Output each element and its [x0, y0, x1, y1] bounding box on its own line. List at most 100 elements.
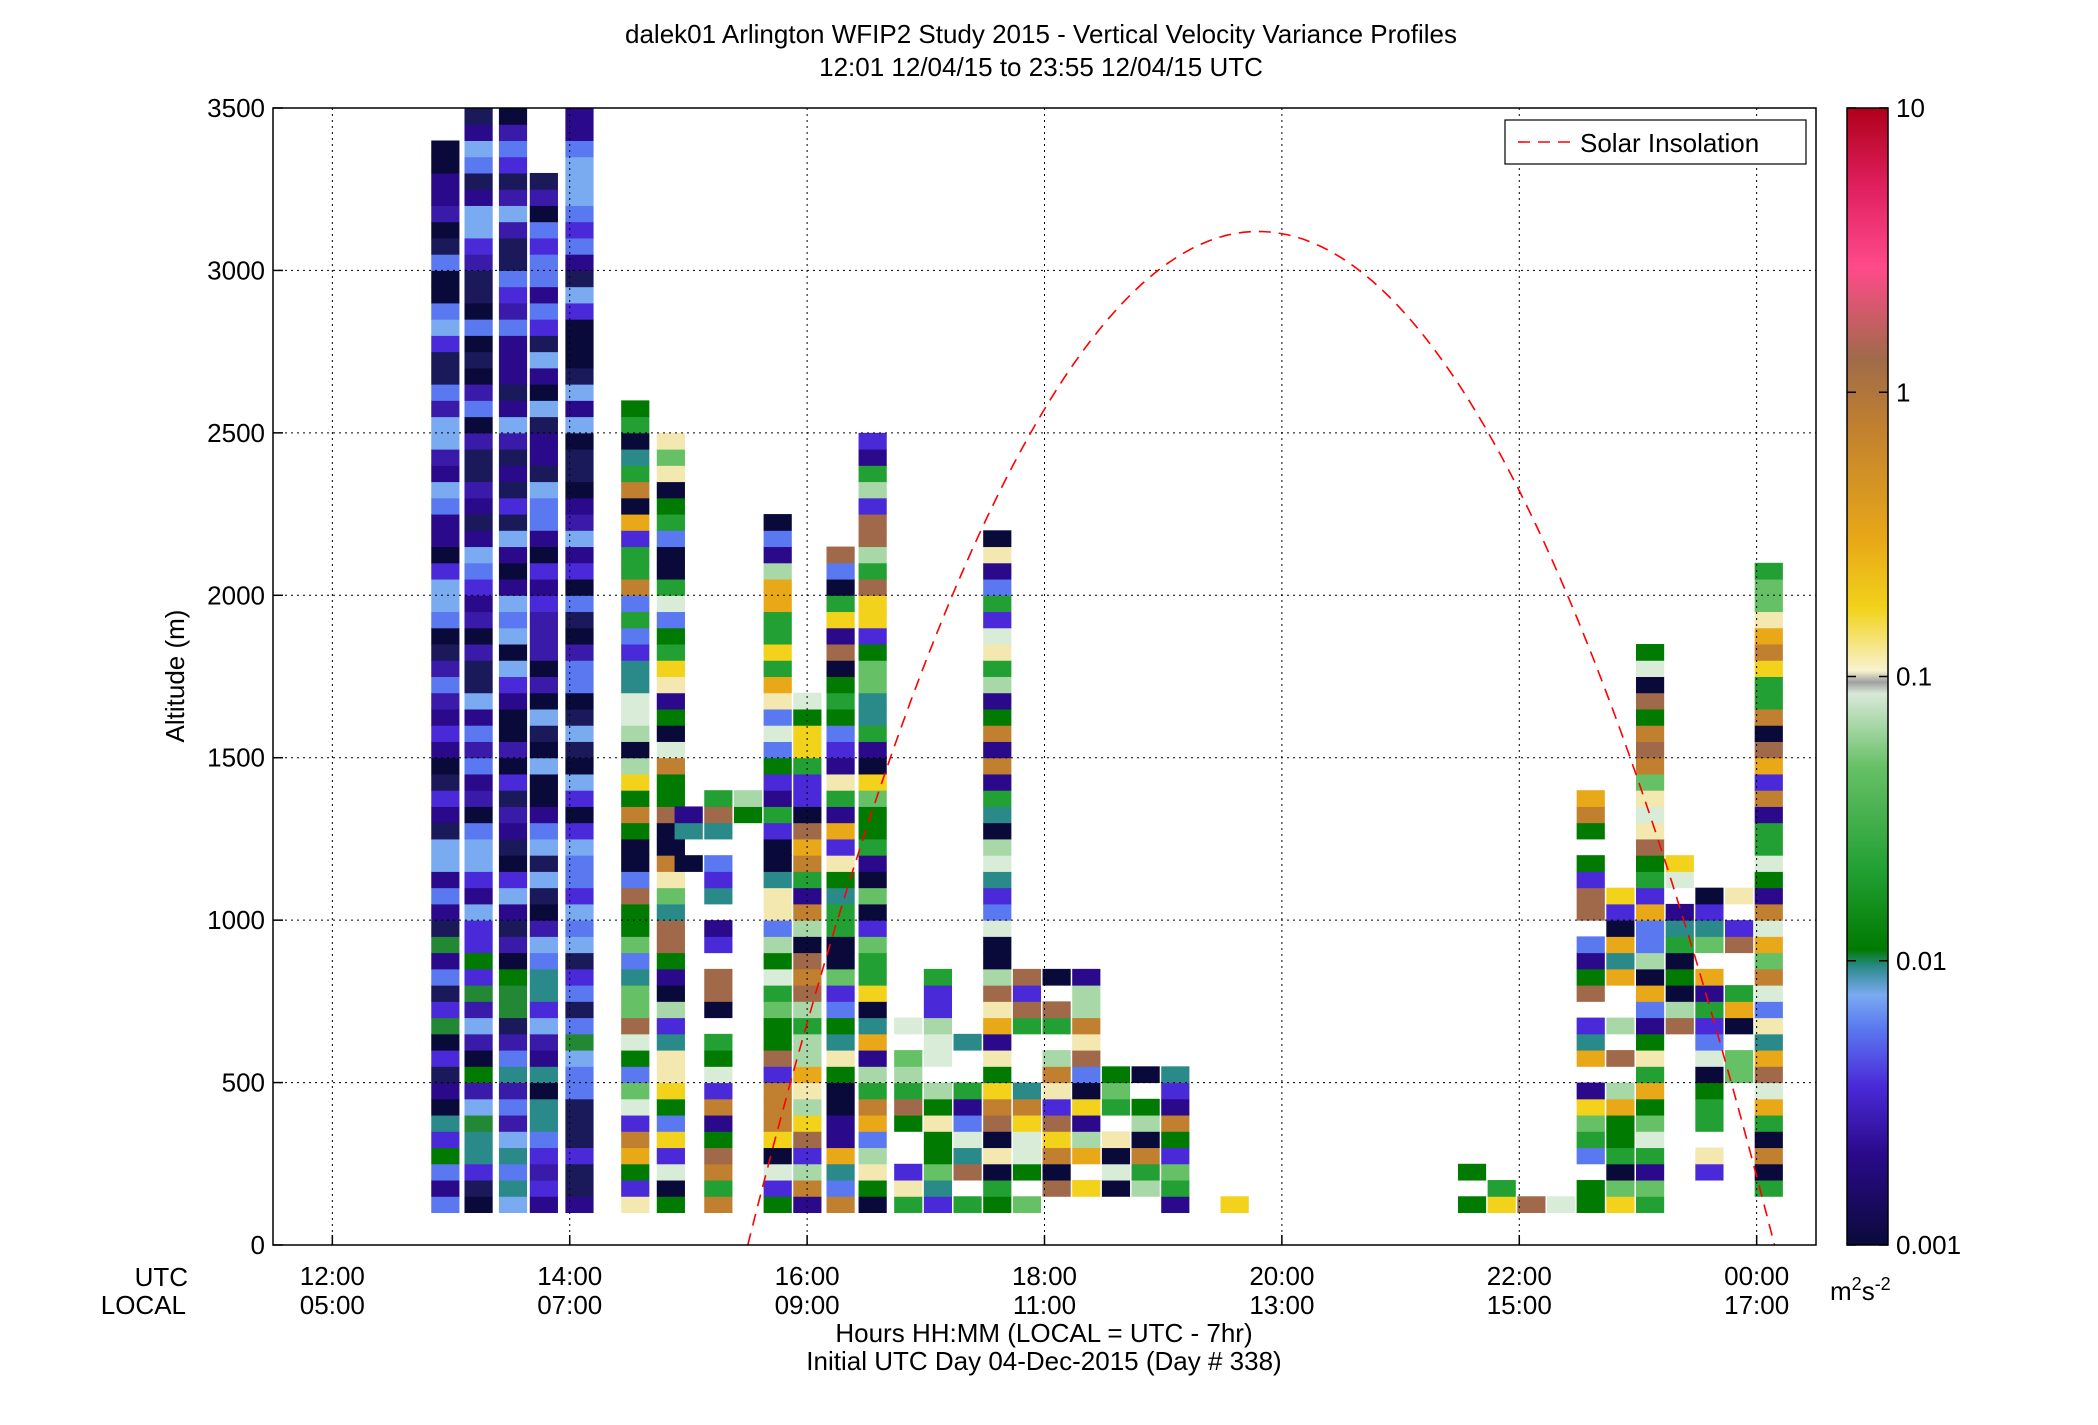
x-tick-label-utc: 00:00	[1724, 1261, 1789, 1291]
heatmap-cell	[763, 952, 792, 970]
heatmap-cell	[1161, 1066, 1190, 1084]
heatmap-cell	[565, 1033, 594, 1051]
heatmap-cell	[1754, 627, 1783, 645]
heatmap-cell	[656, 887, 685, 905]
heatmap-cell	[431, 871, 460, 889]
heatmap-cell	[763, 1131, 792, 1149]
heatmap-cell	[498, 335, 528, 353]
heatmap-cell	[498, 237, 528, 255]
heatmap-cell	[983, 595, 1012, 613]
heatmap-cell	[656, 725, 685, 742]
heatmap-cell	[529, 416, 558, 434]
heatmap-cell	[1754, 1163, 1783, 1181]
heatmap-cell	[464, 124, 493, 141]
heatmap-cell	[529, 660, 558, 677]
heatmap-cell	[529, 627, 558, 645]
heatmap-cell	[1635, 968, 1665, 986]
heatmap-cell	[704, 806, 733, 824]
heatmap-cell	[826, 692, 855, 710]
heatmap-cell	[858, 1147, 887, 1165]
heatmap-cell	[529, 985, 558, 1002]
heatmap-cell	[983, 1001, 1012, 1019]
heatmap-cell	[464, 400, 493, 418]
heatmap-cell	[498, 838, 528, 856]
heatmap-cell	[1754, 1001, 1783, 1019]
heatmap-cell	[983, 562, 1012, 580]
heatmap-cell	[1695, 1082, 1724, 1100]
heatmap-cell	[826, 741, 855, 759]
heatmap-cell	[656, 1098, 685, 1116]
heatmap-cell	[1576, 1180, 1605, 1197]
heatmap-cell	[565, 124, 594, 141]
heatmap-cell	[1635, 1098, 1665, 1116]
heatmap-cell	[498, 1050, 528, 1067]
heatmap-cell	[826, 822, 855, 840]
heatmap-cell	[529, 1050, 558, 1067]
heatmap-cell	[793, 806, 822, 824]
heatmap-cell	[1606, 968, 1635, 986]
heatmap-cell	[464, 920, 493, 937]
x-tick-label-local: 05:00	[300, 1290, 365, 1320]
heatmap-cell	[1042, 1001, 1071, 1019]
x-tick-label-utc: 16:00	[775, 1261, 840, 1291]
heatmap-cell	[1220, 1196, 1249, 1214]
heatmap-cell	[1635, 725, 1665, 742]
heatmap-cell	[1161, 1115, 1190, 1132]
heatmap-cell	[1042, 1082, 1071, 1100]
heatmap-cell	[704, 968, 733, 986]
heatmap-cell	[1161, 1163, 1190, 1181]
x-tick-label-local: 11:00	[1013, 1290, 1076, 1320]
heatmap-cell	[793, 871, 822, 889]
heatmap-cell	[464, 595, 493, 613]
x-tick-label-utc: 20:00	[1249, 1261, 1314, 1291]
heatmap-cell	[656, 465, 685, 483]
heatmap-cell	[529, 887, 558, 905]
heatmap-cell	[565, 205, 594, 223]
y-axis-ticks: 0 500 1000 1500 2000 2500 3000 3500	[207, 93, 283, 1260]
heatmap-cell	[1635, 660, 1665, 677]
heatmap-cell	[1665, 952, 1694, 970]
heatmap-cell	[858, 1001, 887, 1019]
heatmap-cell	[656, 449, 685, 466]
heatmap-cell	[498, 530, 528, 548]
heatmap-cell	[1131, 1098, 1160, 1116]
heatmap-cell	[565, 156, 594, 174]
heatmap-cell	[565, 514, 594, 531]
heatmap-cell	[826, 1066, 855, 1084]
heatmap-cell	[1754, 725, 1783, 742]
heatmap-cell	[464, 773, 493, 791]
heatmap-cell	[529, 1098, 558, 1116]
heatmap-cell	[621, 1050, 650, 1067]
heatmap-cell	[826, 595, 855, 613]
heatmap-cell	[1012, 1082, 1042, 1100]
heatmap-cell	[858, 952, 887, 970]
heatmap-cell	[656, 579, 685, 596]
heatmap-cell	[621, 725, 650, 742]
heatmap-cell	[498, 903, 528, 921]
heatmap-cell	[1635, 644, 1665, 661]
heatmap-cell	[621, 611, 650, 629]
heatmap-cell	[923, 1082, 953, 1100]
heatmap-cell	[565, 676, 594, 694]
heatmap-cell	[858, 968, 887, 986]
heatmap-cell	[763, 708, 792, 726]
heatmap-cell	[431, 985, 460, 1002]
heatmap-cell	[498, 660, 528, 677]
heatmap-cell	[621, 449, 650, 466]
heatmap-cell	[656, 741, 685, 759]
heatmap-cell	[529, 221, 558, 239]
heatmap-cell	[565, 855, 594, 872]
x-tick-label-local: 09:00	[775, 1290, 840, 1320]
heatmap-cell	[498, 140, 528, 158]
heatmap-cell	[1695, 1098, 1724, 1116]
heatmap-cell	[1695, 920, 1724, 937]
heatmap-cell	[1695, 1147, 1724, 1165]
heatmap-cell	[621, 1066, 650, 1084]
heatmap-cell	[464, 1131, 493, 1149]
heatmap-cell	[923, 985, 953, 1002]
heatmap-cell	[621, 871, 650, 889]
heatmap-cell	[1161, 1082, 1190, 1100]
heatmap-cell	[498, 1017, 528, 1035]
y-tick-label: 1000	[207, 905, 265, 935]
heatmap-cell	[656, 773, 685, 791]
